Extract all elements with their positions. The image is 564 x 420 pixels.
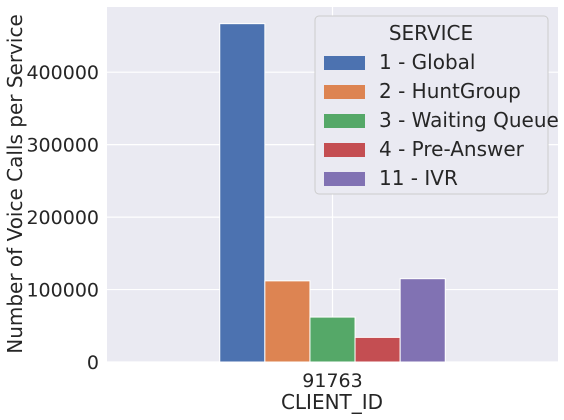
bar-3 <box>309 316 356 363</box>
legend-title: SERVICE <box>389 21 473 45</box>
legend-swatch <box>324 85 365 99</box>
legend-swatch <box>324 143 365 157</box>
bar-5 <box>399 278 446 363</box>
y-tick-label: 200000 <box>26 207 99 229</box>
bars <box>219 23 446 363</box>
y-tick-label: 400000 <box>26 62 99 84</box>
bar-1 <box>219 23 266 363</box>
legend-label: 2 - HuntGroup <box>379 79 521 103</box>
y-tick-label: 0 <box>87 352 99 374</box>
y-tick-label: 100000 <box>26 280 99 302</box>
legend: SERVICE 1 - Global 2 - HuntGroup 3 - Waiti… <box>314 15 559 195</box>
x-axis-label: CLIENT_ID <box>281 390 383 414</box>
legend-swatch <box>324 56 365 70</box>
x-axis-ticks: 91763 <box>302 370 362 392</box>
legend-label: 3 - Waiting Queue <box>379 108 559 132</box>
legend-swatch <box>324 172 365 186</box>
y-tick-label: 300000 <box>26 135 99 157</box>
legend-label: 4 - Pre-Answer <box>379 137 525 161</box>
bar-2 <box>264 280 311 363</box>
legend-label: 11 - IVR <box>379 166 458 190</box>
legend-box <box>314 15 549 195</box>
y-axis-label: Number of Voice Calls per Service <box>3 14 27 354</box>
legend-swatch <box>324 114 365 128</box>
bar-4 <box>354 336 401 363</box>
legend-label: 1 - Global <box>379 50 475 74</box>
x-tick-label: 91763 <box>302 370 362 392</box>
y-axis-ticks: 0 100000 200000 300000 400000 <box>26 62 99 374</box>
